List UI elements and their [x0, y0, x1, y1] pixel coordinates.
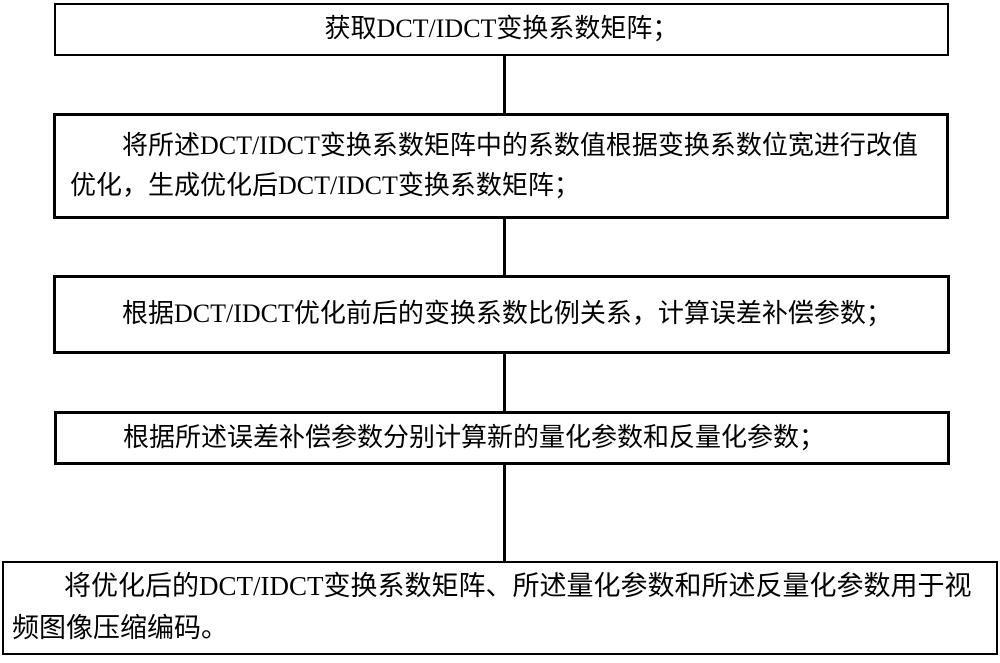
connector-n1-n2: [503, 56, 506, 113]
flow-node-n5: 将优化后的DCT/IDCT变换系数矩阵、所述量化参数和所述反量化参数用于视频图像…: [2, 561, 998, 655]
flowchart-canvas: 获取DCT/IDCT变换系数矩阵； 将所述DCT/IDCT变换系数矩阵中的系数值根…: [0, 0, 1000, 663]
flow-node-n2: 将所述DCT/IDCT变换系数矩阵中的系数值根据变换系数位宽进行改值优化，生成优…: [53, 113, 949, 219]
flow-node-text: 将优化后的DCT/IDCT变换系数矩阵、所述量化参数和所述反量化参数用于视频图像…: [12, 566, 988, 650]
flow-node-text: 根据所述误差补偿参数分别计算新的量化参数和反量化参数；: [71, 418, 933, 458]
flow-node-text: 获取DCT/IDCT变换系数矩阵；: [76, 9, 927, 49]
connector-n4-n5: [503, 465, 506, 561]
connector-n3-n4: [503, 353, 506, 411]
flow-node-text: 根据DCT/IDCT优化前后的变换系数比例关系，计算误差补偿参数；: [70, 294, 933, 334]
flow-node-n1: 获取DCT/IDCT变换系数矩阵；: [54, 3, 949, 56]
flow-node-n3: 根据DCT/IDCT优化前后的变换系数比例关系，计算误差补偿参数；: [53, 275, 950, 354]
flow-node-n4: 根据所述误差补偿参数分别计算新的量化参数和反量化参数；: [54, 411, 950, 465]
flow-node-text: 将所述DCT/IDCT变换系数矩阵中的系数值根据变换系数位宽进行改值优化，生成优…: [70, 126, 932, 207]
connector-n2-n3: [503, 219, 506, 275]
